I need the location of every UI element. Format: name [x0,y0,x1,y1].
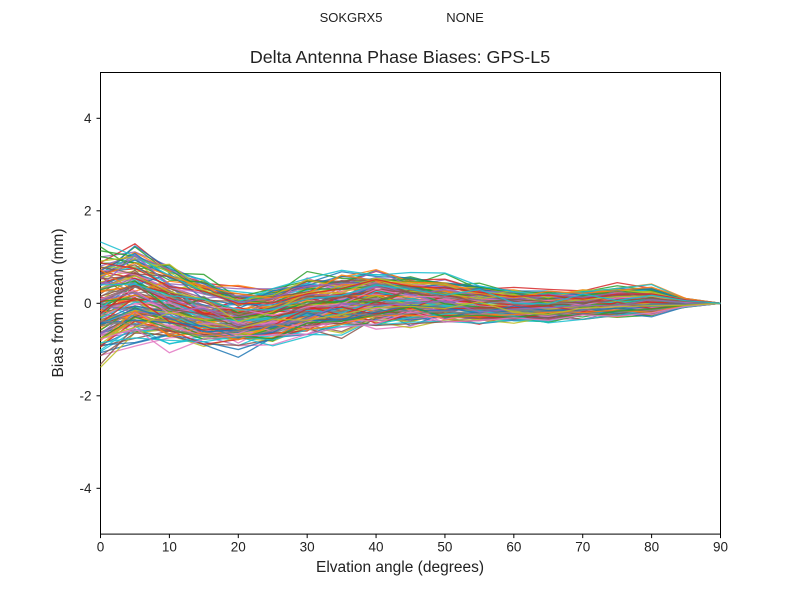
svg-text:80: 80 [644,540,659,555]
svg-text:0: 0 [97,540,105,555]
svg-text:0: 0 [84,296,92,311]
svg-text:40: 40 [369,540,384,555]
svg-text:2: 2 [84,203,92,218]
svg-text:60: 60 [506,540,521,555]
svg-text:-4: -4 [79,481,91,496]
svg-text:10: 10 [162,540,177,555]
svg-text:90: 90 [713,540,728,555]
svg-text:50: 50 [437,540,452,555]
svg-text:4: 4 [84,111,92,126]
svg-text:-2: -2 [79,388,91,403]
svg-text:30: 30 [300,540,315,555]
svg-text:20: 20 [231,540,246,555]
svg-text:70: 70 [575,540,590,555]
